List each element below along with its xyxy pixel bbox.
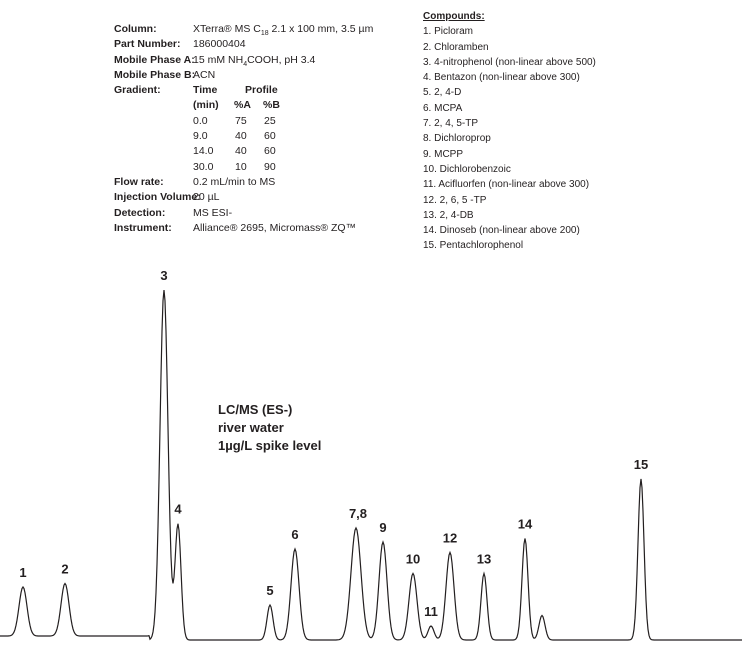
compound-item: 10. Dichlorobenzoic	[423, 163, 511, 175]
column-label: Column:	[114, 23, 157, 35]
mobile-phase-b-value: ACN	[193, 68, 216, 81]
gradient-header-time: Time	[193, 84, 218, 97]
peak-label: 11	[424, 604, 438, 619]
gradient-time: 14.0	[193, 145, 214, 158]
peak-label: 4	[174, 502, 182, 517]
peak-label: 15	[634, 457, 648, 472]
gradient-header-b: %B	[263, 99, 280, 112]
compound-item: 14. Dinoseb (non-linear above 200)	[423, 225, 580, 237]
compound-item: 4. Bentazon (non-linear above 300)	[423, 72, 580, 84]
mobile-phase-a-label: Mobile Phase A:	[114, 53, 195, 66]
peak-label: 1	[19, 565, 26, 580]
mobile-phase-a-value: 15 mM NH4COOH, pH 3.4	[193, 53, 316, 68]
instrument-label: Instrument:	[114, 221, 172, 234]
mobile-phase-b-label: Mobile Phase B:	[114, 68, 196, 81]
gradient-time: 0.0	[193, 114, 208, 127]
annotation-matrix: river water	[218, 420, 284, 435]
peak-label: 12	[443, 531, 457, 546]
peak-label: 13	[477, 552, 491, 567]
compound-item: 6. MCPA	[423, 102, 463, 114]
gradient-time: 9.0	[193, 130, 208, 143]
compound-item: 15. Pentachlorophenol	[423, 240, 524, 252]
peak-label: 7,8	[349, 506, 367, 521]
gradient-b: 60	[264, 130, 276, 143]
peak-label: 9	[379, 520, 386, 535]
peak-label: 5	[266, 583, 273, 598]
peak-label: 14	[518, 517, 533, 532]
compound-item: 8. Dichloroprop	[423, 133, 491, 145]
compound-item: 13. 2, 4-DB	[423, 209, 474, 221]
peak-label: 10	[406, 552, 420, 567]
gradient-label: Gradient:	[114, 84, 161, 97]
gradient-header-min: (min)	[193, 99, 219, 112]
part-number-value: 186000404	[193, 38, 246, 51]
gradient-header-profile: Profile	[245, 84, 278, 97]
detection-label: Detection:	[114, 206, 166, 219]
compound-item: 2. Chloramben	[423, 41, 489, 53]
compound-item: 5. 2, 4-D	[423, 87, 462, 99]
gradient-a: 10	[235, 160, 247, 173]
chromatogram-trace	[0, 289, 742, 641]
injection-volume-label: Injection Volume:	[114, 191, 201, 204]
column-value: XTerra® MS C18 2.1 x 100 mm, 3.5 µm	[193, 23, 374, 38]
flow-rate-label: Flow rate:	[114, 175, 164, 188]
instrument-value: Alliance® 2695, Micromass® ZQ™	[193, 221, 357, 234]
annotation-method: LC/MS (ES-)	[218, 402, 293, 417]
sample-annotation: LC/MS (ES-) river water 1µg/L spike leve…	[218, 401, 321, 455]
peak-label: 3	[160, 268, 167, 283]
injection-volume-value: 20 µL	[193, 191, 220, 204]
compound-item: 3. 4-nitrophenol (non-linear above 500)	[423, 56, 596, 68]
peak-label: 2	[61, 562, 68, 577]
part-number-label: Part Number:	[114, 38, 181, 51]
gradient-b: 90	[264, 160, 276, 173]
gradient-b: 60	[264, 145, 276, 158]
compound-item: 9. MCPP	[423, 148, 464, 160]
gradient-time: 30.0	[193, 160, 214, 173]
compound-item: 12. 2, 6, 5 -TP	[423, 194, 487, 206]
peak-label: 6	[291, 527, 298, 542]
gradient-header-a: %A	[234, 99, 251, 112]
gradient-a: 40	[235, 145, 247, 158]
gradient-a: 40	[235, 130, 247, 143]
annotation-spike-level: 1µg/L spike level	[218, 438, 322, 453]
flow-rate-value: 0.2 mL/min to MS	[193, 175, 276, 188]
compound-item: 1. Picloram	[423, 26, 474, 38]
compound-list: Compounds: 1. Picloram 2. Chloramben 3. 4-…	[423, 9, 596, 254]
detection-value: MS ESI-	[193, 206, 233, 219]
compound-list-title: Compounds:	[423, 11, 485, 22]
compound-item: 7. 2, 4, 5-TP	[423, 118, 479, 130]
gradient-b: 25	[264, 114, 276, 127]
gradient-a: 75	[235, 114, 247, 127]
compound-item: 11. Acifluorfen (non-linear above 300)	[423, 179, 590, 191]
